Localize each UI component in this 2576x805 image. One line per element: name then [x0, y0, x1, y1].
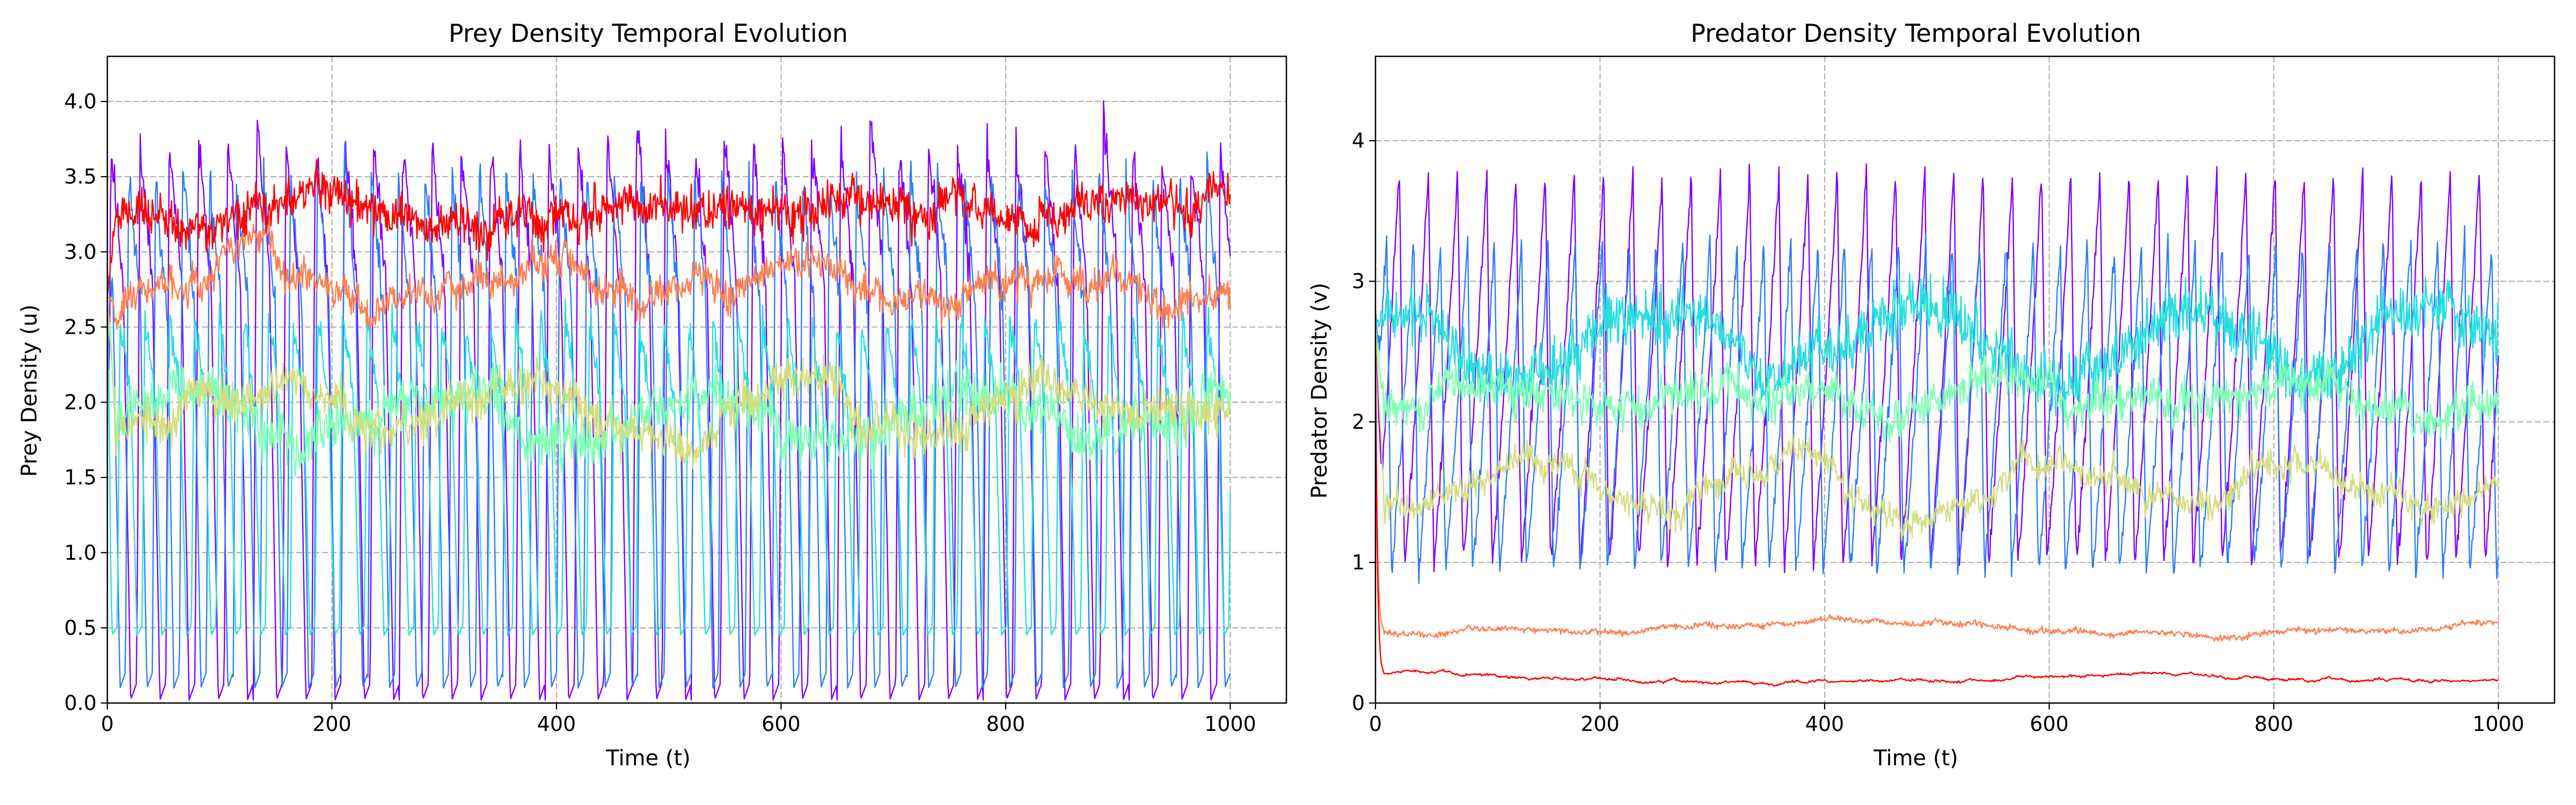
prey-series-line-5 — [106, 297, 1231, 470]
prey-series-line-6 — [107, 215, 1231, 331]
predator-series-line-3 — [1375, 273, 2499, 422]
prey-x-tick-label: 600 — [762, 712, 801, 736]
prey-y-tick-label: 2.5 — [64, 315, 97, 339]
predator-y-tick-label: 4 — [1352, 129, 1365, 152]
predator-y-tick-label: 3 — [1352, 269, 1365, 293]
predator-y-tick-label: 2 — [1352, 410, 1365, 434]
prey-y-tick-label: 2.0 — [64, 391, 97, 414]
prey-y-axis-label: Prey Density (u) — [17, 304, 42, 477]
prey-plot-frame — [106, 55, 1287, 704]
predator-x-tick-label: 600 — [2030, 712, 2069, 736]
prey-y-tick-label: 1.5 — [64, 466, 97, 489]
predator-series-line-5 — [1374, 323, 2499, 541]
predator-x-tick-label: 0 — [1369, 712, 1382, 736]
prey-y-tick-label: 4.0 — [64, 90, 97, 113]
prey-chart-title: Prey Density Temporal Evolution — [449, 19, 848, 48]
predator-series-line-6 — [1374, 342, 2499, 642]
prey-series-line-7 — [106, 159, 1231, 297]
predator-series-line-4 — [1374, 323, 2499, 444]
prey-y-tick-label: 1.0 — [64, 541, 97, 565]
predator-x-tick-label: 400 — [1805, 712, 1845, 736]
prey-ticks: 0 200 400 600 800 1000 0.0 0.5 1.0 1.5 2.0 2.5 3.0 3.… — [64, 90, 1256, 736]
predator-series-line-2 — [1374, 225, 2499, 584]
prey-series-line-3 — [106, 297, 1231, 636]
predator-series-lines — [1374, 163, 2499, 687]
prey-series-line-4 — [106, 297, 1231, 477]
prey-y-tick-label: 3.0 — [64, 240, 97, 264]
predator-x-tick-label: 800 — [2255, 712, 2294, 736]
prey-x-tick-label: 400 — [537, 712, 576, 736]
prey-density-panel: Prey Density Temporal Evolution 0 200 400 6… — [17, 19, 1287, 771]
predator-density-panel: Predator Density Temporal Evolution 0 200… — [1307, 19, 2556, 771]
prey-x-tick-label: 800 — [986, 712, 1026, 736]
prey-series-line-2 — [106, 143, 1231, 689]
prey-y-tick-label: 0.0 — [64, 691, 97, 715]
predator-x-tick-label: 200 — [1580, 712, 1620, 736]
prey-x-axis-label: Time (t) — [605, 746, 691, 771]
prey-y-tick-label: 0.5 — [64, 616, 97, 640]
predator-x-axis-label: Time (t) — [1873, 746, 1958, 771]
predator-ticks: 0 200 400 600 800 1000 0 1 2 3 4 — [1352, 129, 2524, 736]
prey-y-tick-label: 3.5 — [64, 165, 97, 188]
predator-chart-title: Predator Density Temporal Evolution — [1690, 19, 2141, 48]
prey-x-tick-label: 1000 — [1204, 712, 1256, 736]
predator-y-axis-label: Predator Density (v) — [1307, 283, 1332, 499]
predator-plot-frame — [1374, 55, 2556, 704]
predator-series-line-7 — [1374, 335, 2499, 687]
prey-x-tick-label: 0 — [101, 712, 114, 736]
predator-y-tick-label: 0 — [1352, 691, 1365, 715]
prey-series-lines — [106, 100, 1231, 701]
predator-y-tick-label: 1 — [1352, 551, 1365, 574]
prey-x-tick-label: 200 — [312, 712, 352, 736]
predator-x-tick-label: 1000 — [2472, 712, 2524, 736]
